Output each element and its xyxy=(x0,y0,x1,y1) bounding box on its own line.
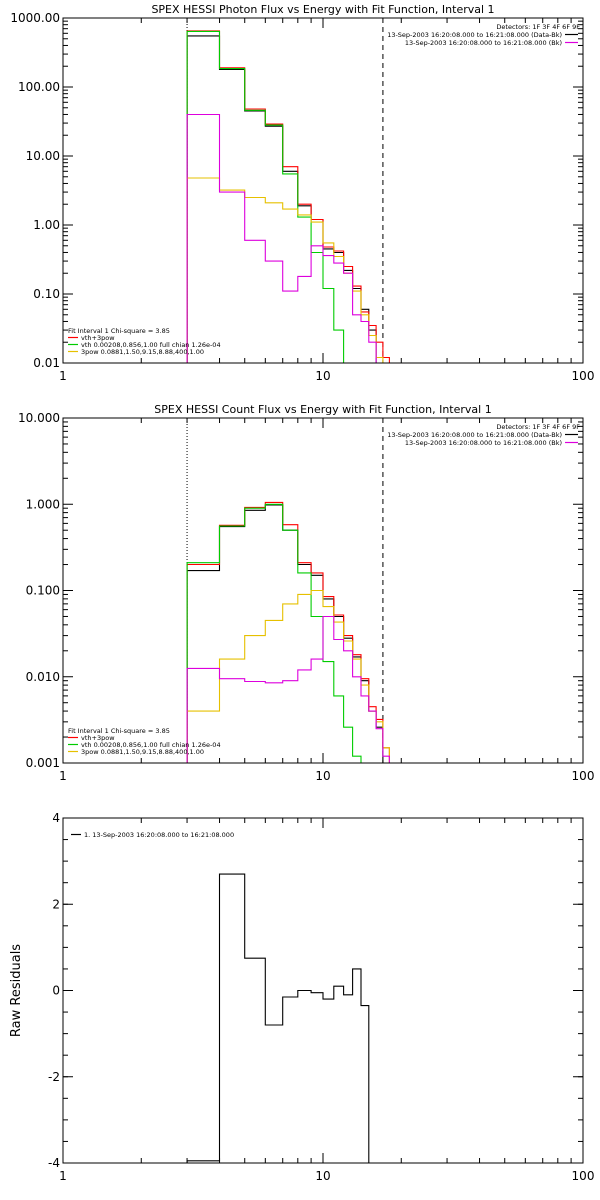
spectrum-series-4 xyxy=(186,615,390,763)
y-axis-label: Raw Residuals xyxy=(9,944,24,1037)
spectrum-series-4 xyxy=(186,113,377,363)
plot-frame xyxy=(62,417,584,764)
y-tick-label: 0.10 xyxy=(33,287,60,301)
y-tick-label: 0.010 xyxy=(26,670,60,684)
time-interval-legend-entry: 13-Sep-2003 16:20:08.000 to 16:21:08.000… xyxy=(405,39,562,47)
fit-legend-entry: 3pow 0.0881,1.50,9.15,8.88,400,1.00 xyxy=(81,348,204,356)
spectrum-series-2 xyxy=(186,30,345,363)
y-tick-label: 100.00 xyxy=(18,80,60,94)
detectors-legend-header: Detectors: 1F 3F 4F 6F 9F xyxy=(496,23,580,31)
fit-legend-header: Fit Interval 1 Chi-square = 3.85 xyxy=(68,327,170,335)
x-tick-label: 10 xyxy=(315,769,330,783)
y-tick-label: 1000.00 xyxy=(10,11,60,25)
y-tick-label: 10.00 xyxy=(26,149,60,163)
y-tick-label: 0.001 xyxy=(26,756,60,770)
y-tick-label: 10.000 xyxy=(18,411,60,425)
y-tick-label: 1.000 xyxy=(26,497,60,511)
plot-frame xyxy=(62,817,584,1164)
fit-legend-header: Fit Interval 1 Chi-square = 3.85 xyxy=(68,727,170,735)
fit-legend-entry: vth 0.00208,0.856,1.00 full chian 1.26e-… xyxy=(81,341,221,349)
x-tick-label: 10 xyxy=(315,1169,330,1183)
y-tick-label: -4 xyxy=(48,1156,60,1170)
x-tick-label: 100 xyxy=(572,769,595,783)
y-tick-label: 0 xyxy=(52,984,60,998)
time-interval-legend-entry: 13-Sep-2003 16:20:08.000 to 16:21:08.000… xyxy=(387,31,562,39)
time-interval-legend-entry: 13-Sep-2003 16:20:08.000 to 16:21:08.000… xyxy=(387,431,562,439)
y-tick-label: 1.00 xyxy=(33,218,60,232)
time-interval-legend-entry: 13-Sep-2003 16:20:08.000 to 16:21:08.000… xyxy=(405,439,562,447)
fit-legend-entry: vth+3pow xyxy=(81,734,115,742)
chart-title: SPEX HESSI Photon Flux vs Energy with Fi… xyxy=(151,3,494,16)
spectrum-series-0 xyxy=(186,873,384,1163)
residuals-panel: Raw Residuals 1 10 100 -4 -2 0 2 4 1. 13-Sep-2003… xyxy=(9,811,594,1183)
fit-legend-entry: vth 0.00208,0.856,1.00 full chian 1.26e-… xyxy=(81,741,221,749)
x-tick-label: 100 xyxy=(572,369,595,383)
y-tick-label: 0.100 xyxy=(26,584,60,598)
count-flux-panel: SPEX HESSI Count Flux vs Energy with Fit… xyxy=(18,403,594,783)
x-tick-label: 10 xyxy=(315,369,330,383)
fit-legend-entry: 3pow 0.0881,1.50,9.15,8.88,400,1.00 xyxy=(81,748,204,756)
x-tick-label: 1 xyxy=(59,769,67,783)
photon-flux-panel: SPEX HESSI Photon Flux vs Energy with Fi… xyxy=(10,3,594,383)
y-tick-label: 2 xyxy=(52,897,60,911)
spectrum-series-3 xyxy=(186,589,390,763)
y-tick-label: -2 xyxy=(48,1070,60,1084)
x-tick-label: 100 xyxy=(572,1169,595,1183)
detectors-legend-header: Detectors: 1F 3F 4F 6F 9F xyxy=(496,423,580,431)
y-tick-label: 4 xyxy=(52,811,60,825)
x-tick-label: 1 xyxy=(59,369,67,383)
residual-legend-entry: 1. 13-Sep-2003 16:20:08.000 to 16:21:08.… xyxy=(84,831,234,839)
plot-frame xyxy=(62,17,584,364)
fit-legend-entry: vth+3pow xyxy=(81,334,115,342)
x-tick-label: 1 xyxy=(59,1169,67,1183)
chart-title: SPEX HESSI Count Flux vs Energy with Fit… xyxy=(154,403,491,416)
y-tick-label: 0.01 xyxy=(33,356,60,370)
spectrum-series-3 xyxy=(186,177,384,363)
